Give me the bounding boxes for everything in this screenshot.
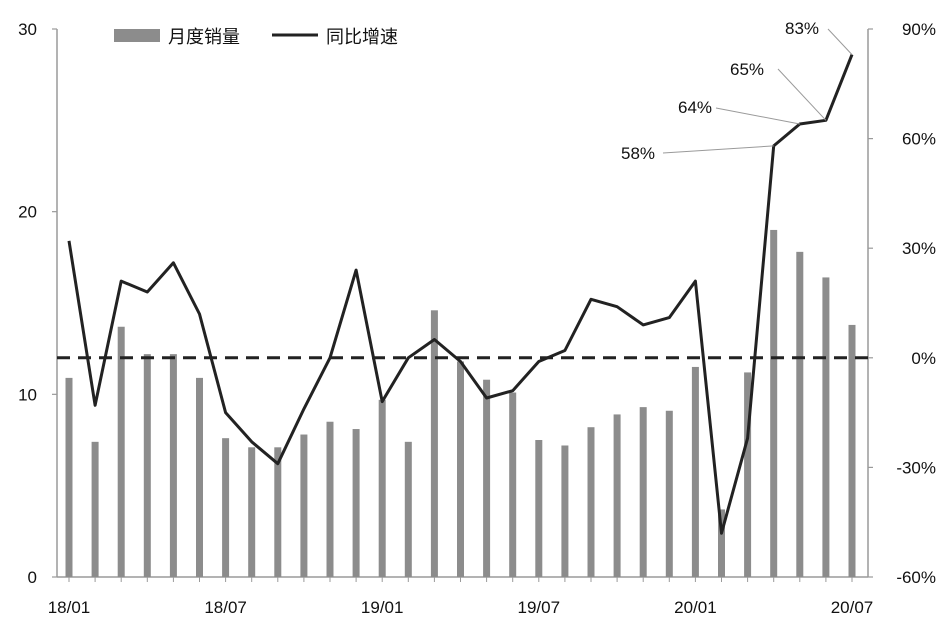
- monthly-sales-bar: [796, 251, 804, 577]
- monthly-sales-bar: [457, 361, 464, 577]
- annotation-label: 83%: [785, 19, 819, 38]
- annotation-label: 65%: [730, 60, 764, 79]
- monthly-sales-bar: [691, 366, 699, 577]
- annotation-leader-line: [827, 28, 853, 55]
- monthly-sales-bar: [483, 379, 491, 577]
- x-tick-label: 20/01: [674, 598, 717, 617]
- right-y-tick-label: 60%: [902, 130, 936, 149]
- monthly-sales-bar: [639, 407, 647, 577]
- line-layer: [67, 54, 854, 535]
- monthly-sales-bar: [248, 447, 256, 577]
- left-y-tick-label: 10: [18, 385, 37, 404]
- annotation-leader-line: [662, 145, 774, 154]
- monthly-sales-bar: [718, 509, 725, 577]
- monthly-sales-bar: [222, 438, 230, 577]
- monthly-sales-bar: [352, 429, 360, 577]
- axes-layer: 0 10 20 30 -60% -30% 0% 30% 60% 90% 18/01 18/07 19/0…: [18, 20, 936, 617]
- legend-label-monthly-sales: 月度销量: [168, 27, 240, 48]
- legend-swatch-monthly-sales: [114, 29, 160, 42]
- x-tick-label: 19/01: [361, 598, 404, 617]
- monthly-sales-bar: [300, 434, 308, 577]
- monthly-sales-bar: [65, 377, 73, 577]
- monthly-sales-bar: [770, 229, 778, 577]
- annotation-leader-line: [715, 107, 800, 125]
- annotations-layer: 58% 64% 65% 83%: [621, 19, 853, 163]
- monthly-sales-bar: [613, 414, 621, 577]
- x-tick-label: 19/07: [518, 598, 561, 617]
- right-y-tick-label: -30%: [896, 458, 936, 477]
- monthly-sales-bar: [665, 410, 673, 577]
- monthly-sales-bar: [561, 445, 569, 577]
- monthly-sales-bar: [744, 372, 752, 577]
- right-y-tick-label: 90%: [902, 20, 936, 39]
- monthly-sales-bar: [535, 440, 543, 577]
- bars-layer: [65, 229, 856, 577]
- annotation-leader-line: [777, 68, 827, 121]
- yoy-growth-line: [67, 54, 854, 535]
- monthly-sales-bar: [430, 310, 438, 577]
- monthly-sales-bar: [509, 392, 517, 577]
- left-y-tick-label: 0: [28, 568, 37, 587]
- legend-label-yoy-growth: 同比增速: [326, 27, 398, 48]
- monthly-sales-bar: [848, 324, 856, 577]
- left-y-tick-label: 20: [18, 203, 37, 222]
- right-y-tick-label: -60%: [896, 568, 936, 587]
- legend: 月度销量 同比增速: [114, 27, 398, 48]
- monthly-sales-bar: [196, 377, 203, 577]
- monthly-sales-bar: [822, 277, 830, 577]
- monthly-sales-bar: [143, 354, 151, 577]
- monthly-sales-bar: [274, 447, 282, 577]
- monthly-sales-bar: [169, 354, 177, 577]
- x-tick-label: 18/01: [48, 598, 91, 617]
- x-tick-label: 18/07: [204, 598, 247, 617]
- right-y-tick-label: 0%: [911, 349, 936, 368]
- monthly-sales-bar: [378, 399, 386, 577]
- annotation-label: 64%: [678, 98, 712, 117]
- right-y-tick-label: 30%: [902, 239, 936, 258]
- monthly-sales-bar: [404, 441, 412, 577]
- monthly-sales-bar: [587, 427, 595, 577]
- monthly-sales-bar: [117, 326, 125, 577]
- monthly-sales-bar: [326, 421, 334, 577]
- left-y-tick-label: 30: [18, 20, 37, 39]
- monthly-sales-bar: [91, 441, 99, 577]
- x-tick-label: 20/07: [831, 598, 874, 617]
- annotation-label: 58%: [621, 144, 655, 163]
